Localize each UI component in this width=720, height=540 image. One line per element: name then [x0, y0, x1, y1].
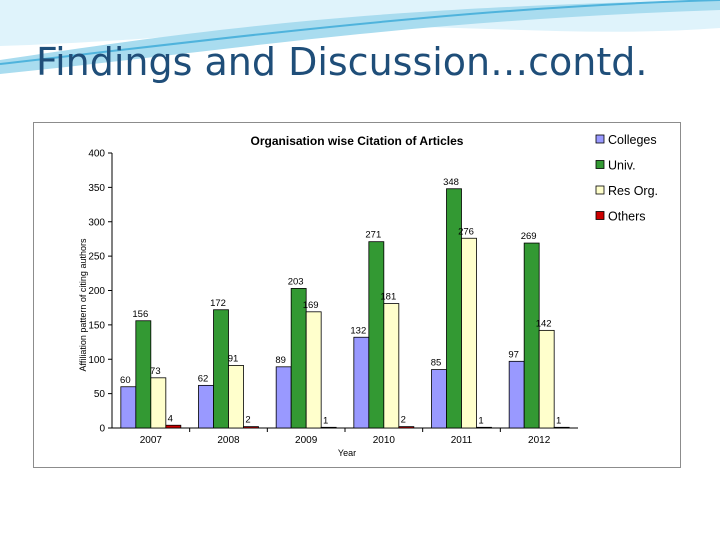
data-label: 276 [458, 226, 474, 237]
legend-swatch [595, 211, 605, 220]
bar [320, 426, 337, 429]
data-label: 2 [401, 415, 406, 426]
x-tick-label: 2009 [295, 435, 318, 446]
chart-frame: Organisation wise Citation of Articles A… [33, 122, 681, 468]
data-label: 1 [323, 415, 328, 426]
y-tick-label: 50 [94, 389, 106, 400]
y-tick-label: 150 [88, 320, 105, 331]
bar [228, 365, 244, 429]
data-label: 156 [132, 309, 148, 320]
legend-label: Others [608, 210, 646, 224]
y-tick-label: 200 [88, 286, 105, 297]
data-label: 73 [150, 366, 161, 377]
data-label: 85 [431, 358, 442, 369]
bar [398, 426, 415, 429]
data-label: 89 [275, 355, 286, 366]
chart-title: Organisation wise Citation of Articles [251, 134, 464, 148]
bar [198, 384, 214, 429]
data-label: 271 [365, 230, 381, 241]
data-label: 203 [288, 276, 304, 287]
bar [446, 188, 462, 429]
bar [135, 320, 152, 429]
x-axis-label: Year [338, 448, 356, 458]
y-tick-label: 350 [88, 183, 105, 194]
data-label: 269 [521, 231, 537, 242]
bar [523, 242, 540, 429]
data-label: 142 [536, 318, 552, 329]
bar [476, 426, 492, 429]
bar [538, 329, 555, 429]
data-label: 132 [350, 325, 366, 336]
chart-legend: Colleges Univ. Res Org. Others [595, 133, 658, 224]
data-label: 97 [508, 349, 519, 360]
legend-label: Colleges [608, 133, 657, 147]
y-tick-label: 0 [99, 424, 105, 435]
bar-chart: Organisation wise Citation of Articles A… [78, 133, 658, 458]
bar [120, 386, 137, 429]
header-wave-graphic [0, 0, 720, 74]
y-tick-label: 250 [88, 252, 105, 263]
x-tick-label: 2011 [451, 435, 473, 446]
data-label: 62 [198, 373, 209, 384]
legend-swatch [595, 185, 605, 195]
bar [353, 336, 370, 429]
x-tick-label: 2010 [373, 435, 396, 446]
bar [553, 426, 570, 429]
slide-header-decoration [0, 0, 720, 95]
bar [243, 426, 259, 429]
bar [165, 424, 182, 429]
x-tick-label: 2008 [217, 435, 240, 446]
legend-swatch [595, 160, 605, 169]
page-title: Findings and Discussion…contd. [36, 40, 648, 84]
data-label: 4 [168, 413, 173, 424]
bar [368, 241, 385, 429]
legend-label: Res Org. [608, 184, 658, 198]
data-label: 2 [245, 415, 250, 426]
y-tick-label: 400 [88, 149, 105, 160]
data-label: 348 [443, 177, 459, 188]
y-tick-label: 100 [88, 355, 105, 366]
y-axis-label: Affiliation pattern of citing authors [78, 238, 88, 371]
bar [383, 303, 400, 429]
legend-swatch [595, 134, 605, 144]
bar [275, 366, 292, 429]
data-label: 172 [210, 298, 226, 309]
bar [150, 377, 167, 429]
bar [213, 309, 229, 429]
bar [305, 311, 322, 429]
x-tick-label: 2007 [140, 435, 163, 446]
data-label: 169 [303, 300, 319, 311]
data-label: 1 [556, 415, 561, 426]
bar [431, 369, 447, 429]
legend-label: Univ. [608, 159, 636, 173]
y-tick-label: 300 [88, 217, 105, 228]
bar [461, 237, 477, 429]
bar [508, 360, 525, 429]
x-tick-label: 2012 [528, 435, 551, 446]
data-label: 181 [380, 292, 396, 303]
data-label: 91 [228, 353, 239, 364]
data-label: 1 [478, 415, 483, 426]
data-label: 60 [120, 375, 131, 386]
